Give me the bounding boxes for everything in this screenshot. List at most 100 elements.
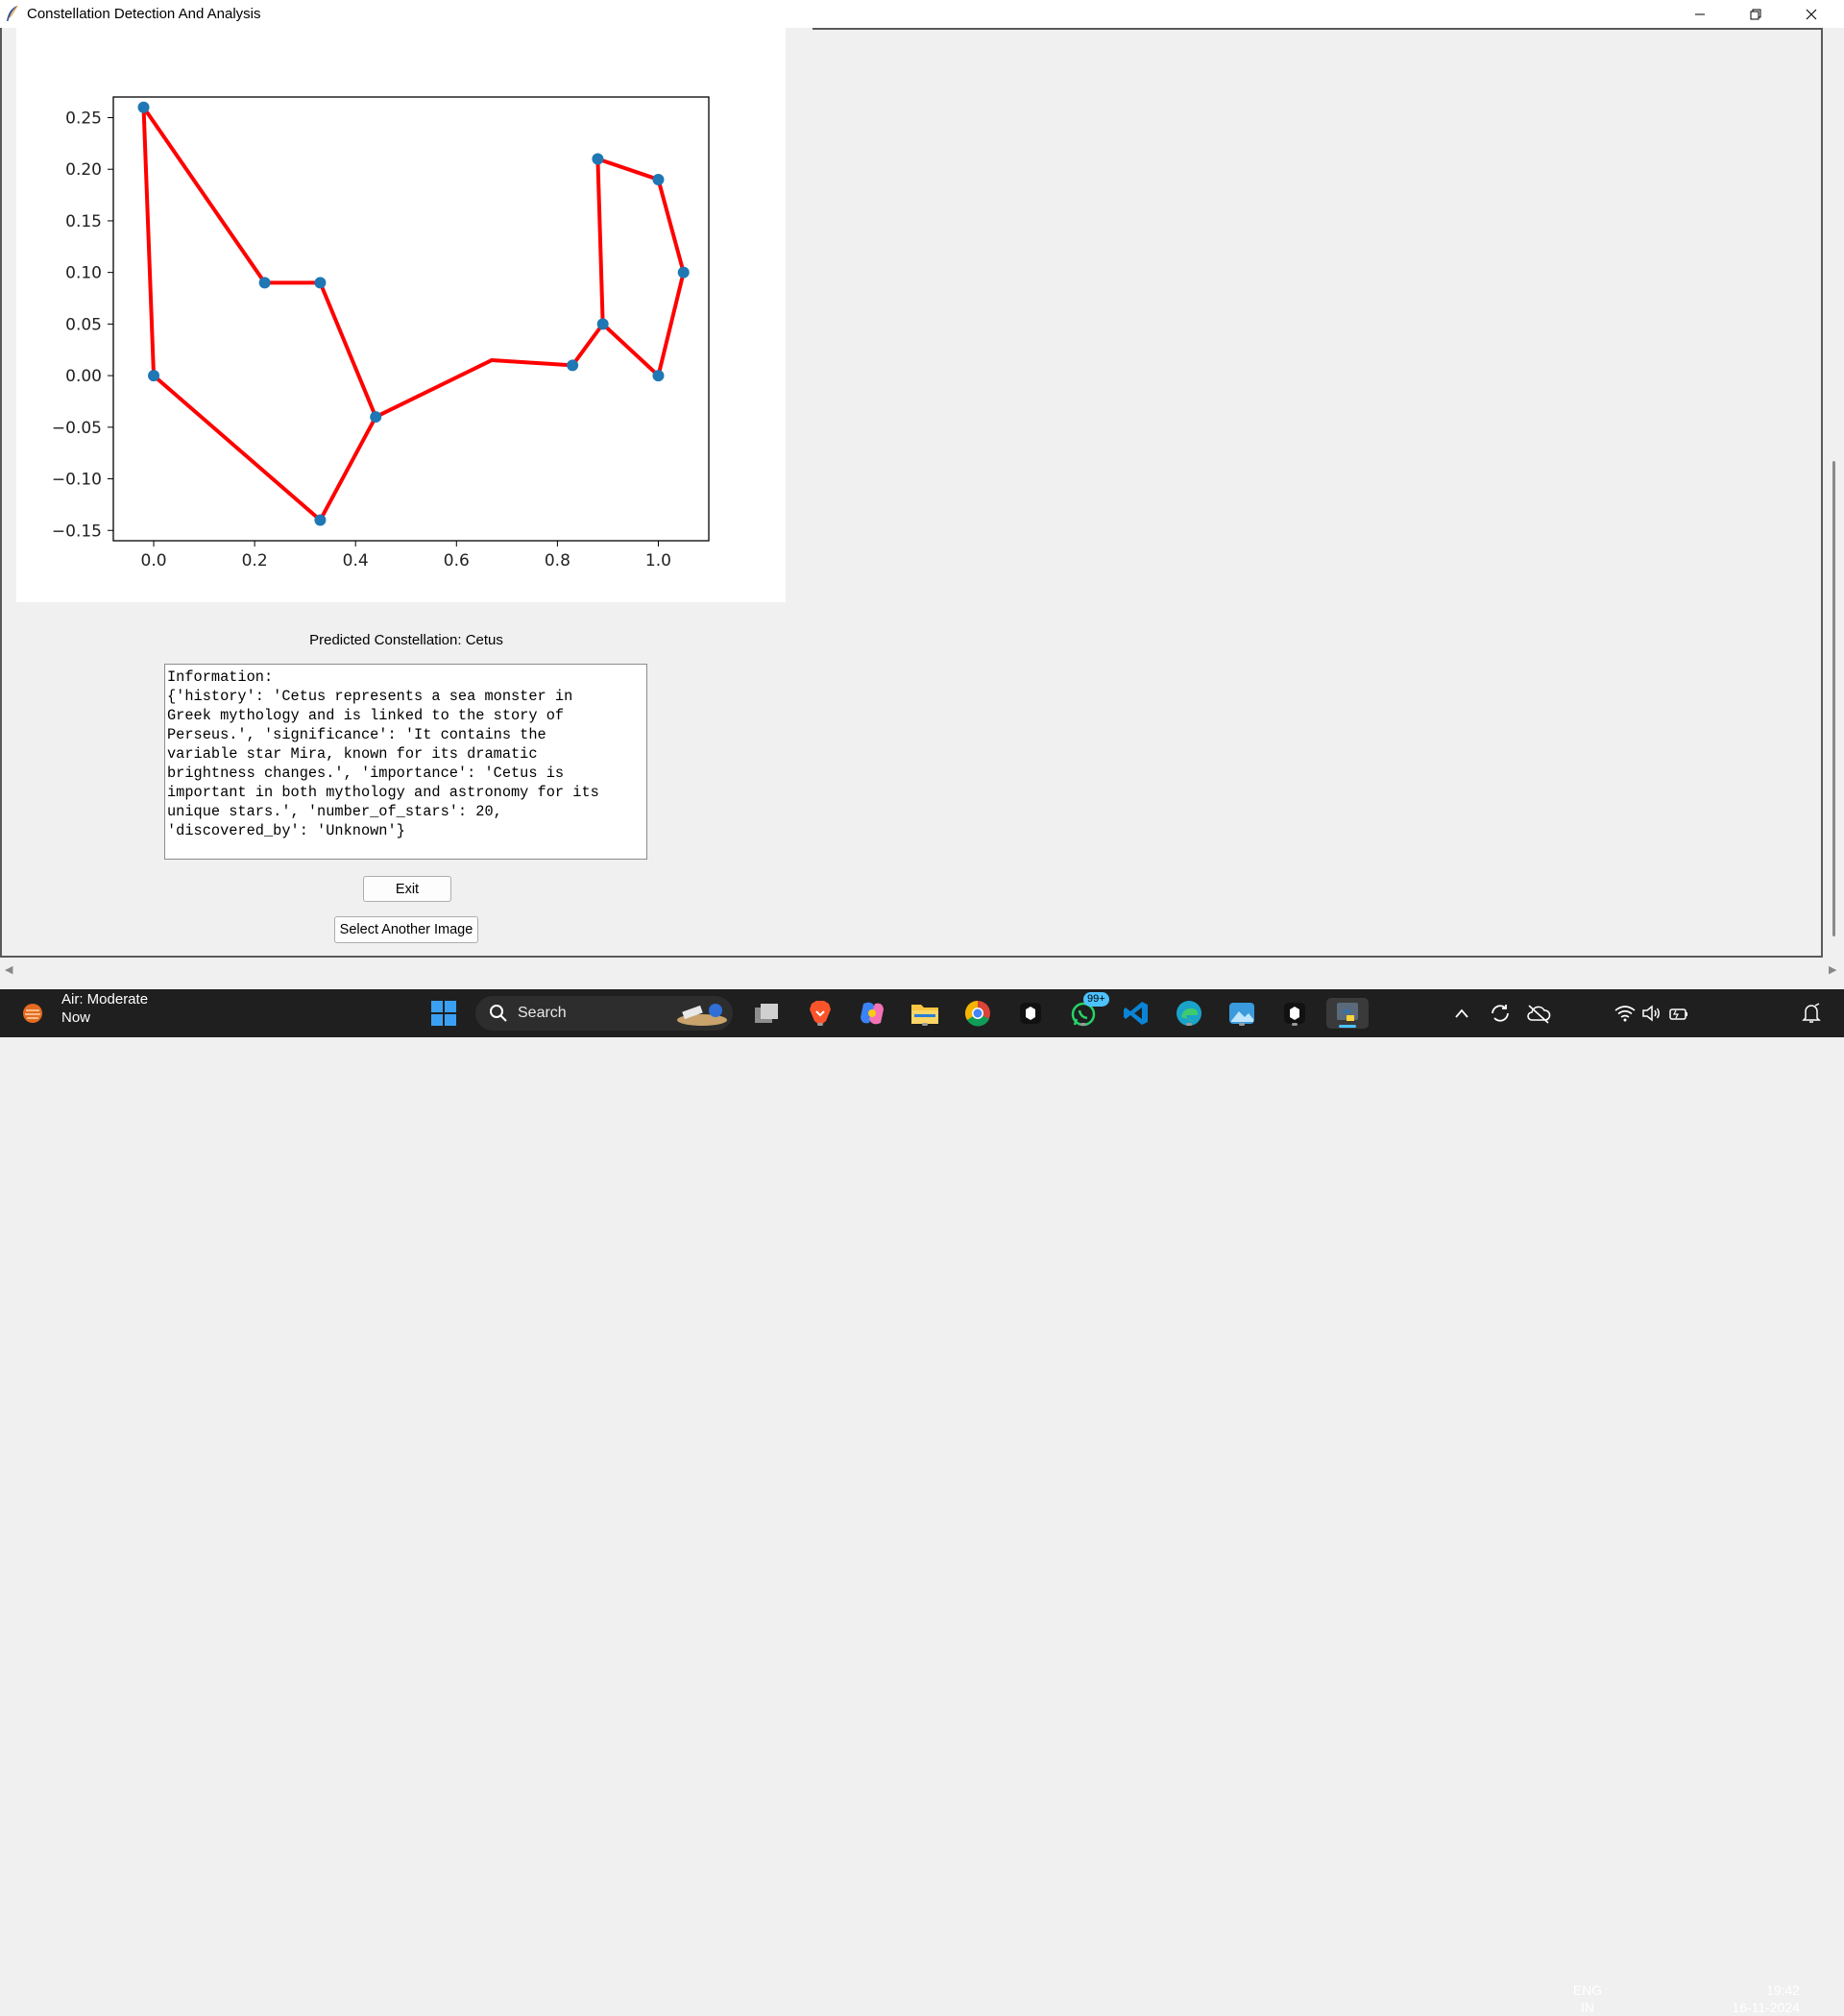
constellation-line xyxy=(656,270,686,378)
taskbar-search[interactable]: Search xyxy=(475,996,733,1031)
language-label: ENG xyxy=(1572,1982,1603,1998)
clock[interactable]: 19:42 16-11-2024 xyxy=(1713,1981,1800,2016)
python-app-icon[interactable] xyxy=(1326,998,1369,1029)
scroll-right-icon[interactable]: ▶ xyxy=(1829,964,1837,976)
vscode-icon[interactable] xyxy=(1121,998,1152,1029)
frame-border xyxy=(1821,28,1823,958)
y-tick-label: 0.00 xyxy=(65,367,102,386)
wifi-icon xyxy=(1614,1006,1636,1022)
select-another-image-button[interactable]: Select Another Image xyxy=(334,916,478,943)
clock-time: 19:42 xyxy=(1765,1982,1800,1998)
exit-button[interactable]: Exit xyxy=(363,876,451,902)
close-button[interactable] xyxy=(1783,0,1839,28)
star-point xyxy=(258,277,271,289)
quick-settings[interactable] xyxy=(1614,998,1690,1029)
sync-icon[interactable] xyxy=(1485,998,1516,1029)
star-point xyxy=(596,318,609,330)
task-view-icon[interactable] xyxy=(751,998,782,1029)
search-icon xyxy=(490,1005,507,1022)
plot-canvas: 0.0 0.2 0.4 0.6 0.8 1.0 0.25 0.20 0.15 0.10 0.05 0.… xyxy=(16,28,786,602)
file-explorer-icon[interactable] xyxy=(910,998,940,1029)
minimize-button[interactable] xyxy=(1672,0,1728,28)
constellation-line xyxy=(374,357,495,420)
star-point xyxy=(137,101,150,113)
x-tick-label: 0.8 xyxy=(545,551,570,571)
star-point xyxy=(652,173,665,185)
frame-border xyxy=(0,956,1823,958)
running-indicator xyxy=(922,1023,928,1026)
app-icon-box-2[interactable] xyxy=(1279,998,1310,1029)
constellation-line xyxy=(570,322,605,368)
constellation-line xyxy=(152,374,323,522)
horizontal-scrollbar[interactable]: ◀ ▶ xyxy=(0,960,1844,978)
predicted-constellation-label: Predicted Constellation: Cetus xyxy=(309,632,503,648)
restore-button[interactable] xyxy=(1728,0,1783,28)
clock-date: 16-11-2024 xyxy=(1732,2000,1800,2015)
constellation-line xyxy=(656,177,686,275)
notification-bell-icon[interactable] xyxy=(1796,998,1827,1029)
y-tick-label: 0.10 xyxy=(65,264,102,283)
feather-icon xyxy=(7,5,18,21)
brave-browser-icon[interactable] xyxy=(805,998,836,1029)
running-indicator xyxy=(1080,1023,1086,1026)
constellation-line xyxy=(600,322,661,378)
running-indicator xyxy=(1239,1023,1245,1026)
constellation-line xyxy=(595,157,605,327)
frame-border xyxy=(0,28,2,958)
scroll-left-icon[interactable]: ◀ xyxy=(5,964,13,976)
copilot-icon[interactable] xyxy=(857,998,887,1029)
weather-icon[interactable] xyxy=(19,1000,46,1027)
active-indicator xyxy=(1339,1025,1356,1028)
x-tick-label: 0.6 xyxy=(444,551,470,571)
running-indicator xyxy=(817,1023,823,1026)
constellation-line xyxy=(141,105,267,285)
information-textbox[interactable]: Information: {'history': 'Cetus represen… xyxy=(164,664,647,860)
start-button[interactable] xyxy=(428,998,459,1029)
window-title: Constellation Detection And Analysis xyxy=(27,6,261,22)
title-bar: Constellation Detection And Analysis xyxy=(0,0,1844,29)
x-tick-label: 1.0 xyxy=(645,551,671,571)
constellation-line xyxy=(490,357,575,368)
chrome-icon[interactable] xyxy=(962,998,993,1029)
notification-badge: 99+ xyxy=(1083,992,1109,1007)
constellation-line xyxy=(595,157,661,182)
weather-subtitle: Now xyxy=(61,1009,91,1026)
x-tick-label: 0.2 xyxy=(242,551,268,571)
battery-icon xyxy=(1669,1008,1687,1020)
search-highlight-icon xyxy=(677,1004,727,1026)
search-label: Search xyxy=(518,1005,567,1021)
minimize-icon xyxy=(1695,13,1705,14)
star-point xyxy=(677,266,690,279)
windows-icon xyxy=(431,1001,456,1026)
taskbar: Air: Moderate Now Search xyxy=(0,989,1844,2015)
whatsapp-icon[interactable]: 99+ xyxy=(1068,992,1109,1029)
star-point xyxy=(592,153,604,165)
x-tick-label: 0.4 xyxy=(343,551,369,571)
running-indicator xyxy=(1186,1023,1192,1026)
app-icon-box[interactable] xyxy=(1015,998,1046,1029)
constellation-line xyxy=(318,280,378,420)
chevron-up-icon[interactable] xyxy=(1446,998,1477,1029)
edge-icon[interactable] xyxy=(1174,998,1204,1029)
constellation-line xyxy=(318,415,378,522)
y-tick-label: 0.20 xyxy=(65,160,102,180)
restore-icon xyxy=(1750,9,1761,19)
star-point xyxy=(314,277,327,289)
star-point xyxy=(370,411,382,424)
constellation-line xyxy=(141,105,157,378)
star-point xyxy=(567,359,579,372)
region-label: IN xyxy=(1581,2000,1594,2015)
close-icon xyxy=(1806,9,1817,19)
y-tick-label: 0.15 xyxy=(65,212,102,231)
y-tick-label: −0.05 xyxy=(52,419,102,438)
y-tick-label: −0.15 xyxy=(52,522,102,541)
plot-frame xyxy=(112,96,710,542)
y-tick-label: −0.10 xyxy=(52,471,102,490)
cloud-offline-icon[interactable] xyxy=(1523,998,1554,1029)
weather-title: Air: Moderate xyxy=(61,991,149,1008)
running-indicator xyxy=(1292,1023,1298,1026)
star-point xyxy=(652,370,665,382)
frame-border xyxy=(813,28,1821,30)
photos-icon[interactable] xyxy=(1226,998,1257,1029)
vertical-scrollbar[interactable] xyxy=(1832,461,1835,936)
